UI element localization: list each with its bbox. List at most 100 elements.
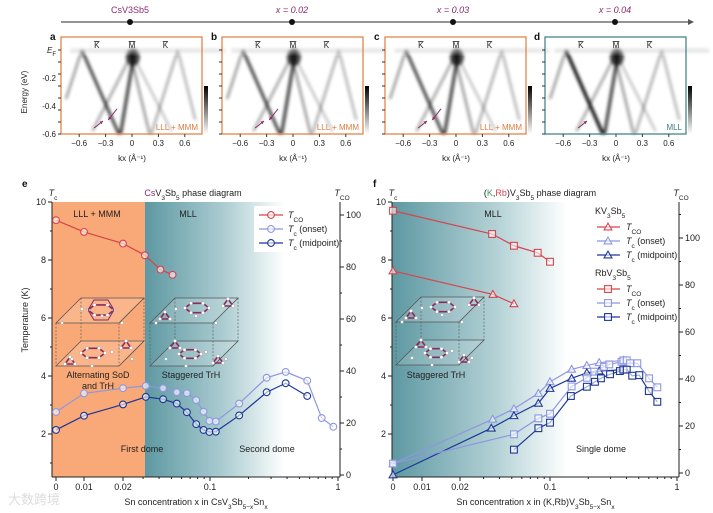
data-point: [168, 270, 177, 279]
data-point: [205, 417, 214, 425]
band-line: [150, 49, 179, 135]
arpes-panels: Energy (eV) a EF -0.2 -0.4 -0.6 −0.6 −0.3 0 0.3 0…: [20, 32, 710, 163]
left-axis-title: Tc: [49, 188, 59, 202]
trimer-cluster: [211, 354, 225, 364]
band-line: [91, 49, 135, 132]
x-axis-label: Sn concentration x in (K,Rb)V3Sb5−xSnx: [456, 497, 615, 511]
data-point: [211, 427, 220, 436]
y-tick-label: 10: [36, 197, 46, 207]
data-point: [317, 414, 326, 422]
data-point: [604, 285, 612, 293]
legend-label: Tc (onset): [626, 298, 665, 312]
x-axis-label: kx (Å⁻¹): [442, 154, 470, 163]
vanadium-atom: [201, 310, 205, 315]
lattice-atom: [204, 350, 208, 354]
x-tick-label: 1: [674, 482, 679, 492]
vanadium-atom: [231, 304, 235, 308]
vanadium-atom: [477, 303, 481, 307]
vanadium-atom: [211, 361, 215, 365]
y-tick-label: 2: [381, 429, 386, 439]
lattice-atom: [120, 321, 124, 325]
data-point: [509, 241, 518, 250]
band-dispersion: [549, 48, 710, 135]
high-symmetry-label: M: [129, 41, 136, 50]
data-point: [172, 399, 181, 408]
x-tick-label: 0: [454, 139, 459, 148]
arrow-head-icon: [108, 116, 112, 120]
timeline-label: CsV3Sb5: [111, 5, 149, 15]
lattice-atom: [420, 306, 424, 310]
band-dispersion: [389, 48, 550, 135]
band-dispersion: [226, 48, 387, 135]
band-line: [660, 49, 681, 121]
chart-title: CsV3Sb5 phase diagram: [144, 188, 241, 202]
panel-letter: e: [22, 179, 28, 190]
lattice-atom: [450, 349, 454, 353]
data-point: [52, 408, 60, 416]
data-point: [262, 373, 271, 382]
data-point: [303, 392, 312, 400]
vanadium-atom: [97, 346, 101, 351]
data-point: [626, 359, 635, 368]
y-tick-label: 6: [381, 313, 386, 323]
structure-label: and TrH: [82, 381, 114, 391]
x-tick-label: −0.3: [259, 139, 275, 148]
vanadium-atom: [189, 310, 193, 315]
data-point: [205, 428, 214, 436]
high-symmetry-label: K: [324, 41, 330, 50]
data-point: [488, 289, 498, 298]
data-point: [509, 445, 518, 454]
vanadium-atom: [453, 305, 457, 309]
data-point: [182, 408, 191, 417]
vanadium-atom: [103, 351, 107, 355]
phase-label: LLL + MMM: [317, 123, 359, 132]
vanadium-atom: [193, 356, 198, 361]
x-tick-label: 0: [390, 482, 395, 492]
vanadium-atom: [85, 346, 89, 351]
legend-group-title: RbV3Sb5: [595, 268, 631, 282]
vanadium-atom: [414, 345, 418, 349]
x-tick-label: −0.6: [71, 139, 87, 148]
crystal-structure-illustration: [149, 297, 239, 368]
trimer-cluster: [168, 339, 182, 349]
data-point: [582, 382, 591, 391]
high-symmetry-label: K: [578, 41, 584, 50]
vanadium-atom: [183, 306, 187, 310]
data-point: [597, 374, 605, 383]
vanadium-atom: [168, 317, 172, 321]
x-tick-label: −0.3: [422, 139, 438, 148]
intensity-colorbar: [204, 86, 208, 134]
high-symmetry-label: K: [487, 41, 493, 50]
vanadium-atom: [163, 310, 167, 314]
data-point: [211, 417, 220, 426]
lattice-atom: [430, 363, 434, 367]
vanadium-atom: [435, 300, 439, 305]
phase-region-mll: [392, 202, 567, 477]
band-line: [500, 49, 521, 121]
x-tick-label: 0.3: [637, 139, 649, 148]
lattice-atom: [224, 357, 228, 361]
lattice-atom: [90, 364, 94, 368]
vanadium-atom: [92, 303, 97, 307]
x-tick-label: 0: [130, 139, 135, 148]
data-point: [605, 360, 614, 369]
band-line: [226, 49, 244, 100]
band-line: [176, 49, 197, 121]
lattice-atom: [460, 320, 464, 324]
phase-label: LLL + MMM: [156, 123, 198, 132]
data-point: [603, 235, 613, 245]
y-tick-label: 10: [376, 197, 386, 207]
vanadium-atom: [439, 346, 444, 351]
data-point: [566, 373, 577, 382]
vanadium-atom: [129, 346, 133, 350]
data-point: [156, 265, 165, 274]
vanadium-atom: [168, 346, 172, 350]
lattice-atom: [100, 314, 104, 318]
legend-group-title: KV3Sb5: [595, 206, 626, 220]
data-point: [159, 384, 168, 393]
structure-label: Staggered TrH: [162, 370, 221, 380]
x-tick-label: −0.6: [395, 139, 411, 148]
panel-letter: b: [211, 32, 217, 43]
data-point: [52, 425, 60, 434]
